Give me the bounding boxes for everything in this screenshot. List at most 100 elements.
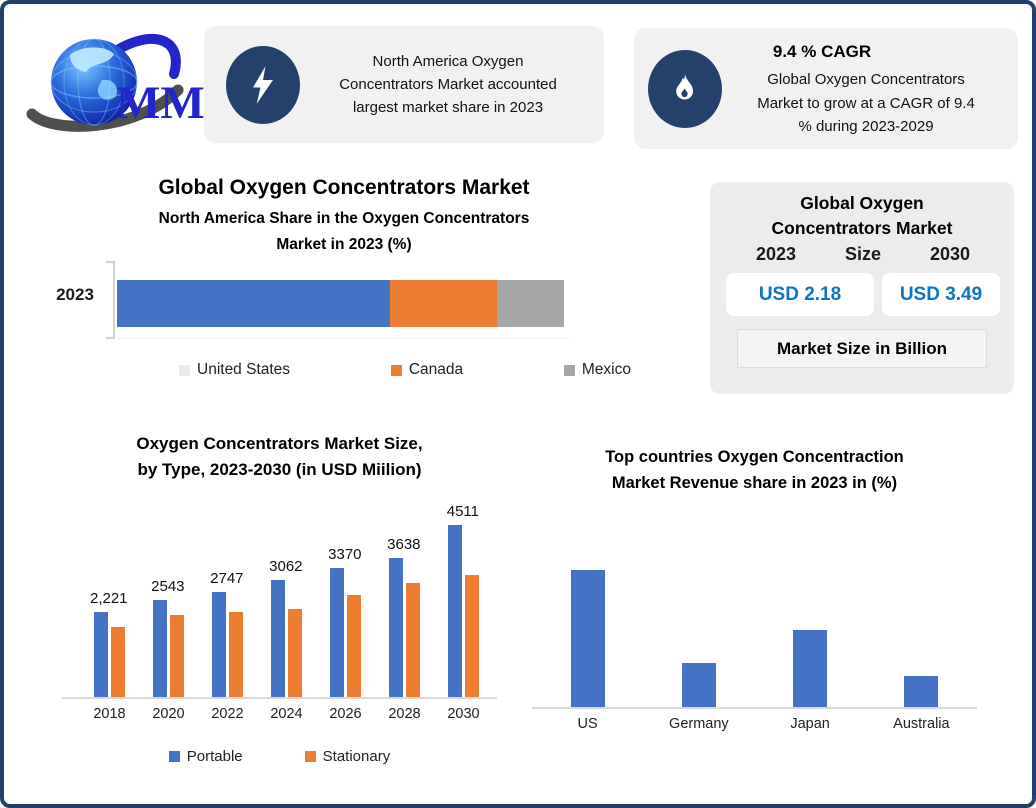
x-tick-japan: Japan bbox=[790, 715, 830, 732]
legend-swatch-mexico bbox=[563, 364, 575, 376]
type-chart-title: Oxygen Concentrators Market Size, by Typ… bbox=[62, 431, 497, 484]
x-tick-germany: Germany bbox=[669, 715, 729, 732]
country-bar-us bbox=[570, 570, 605, 707]
na-share-chart-title: North America Share in the Oxygen Concen… bbox=[89, 206, 599, 257]
stacked-bar bbox=[117, 280, 564, 328]
chart-title-line: by Type, 2023-2030 (in USD Miilion) bbox=[137, 460, 422, 480]
x-tick-2026: 2026 bbox=[329, 705, 362, 722]
na-share-plot: 2023 bbox=[44, 261, 644, 341]
bar-column-australia bbox=[866, 557, 977, 707]
segment-united-states bbox=[117, 280, 390, 328]
page-title: Global Oxygen Concentrators Market bbox=[158, 176, 530, 200]
legend-item-canada: Canada bbox=[390, 361, 464, 379]
stationary-bar-2020 bbox=[170, 614, 184, 697]
portable-bar-2022 bbox=[212, 592, 226, 697]
stationary-bar-2018 bbox=[111, 627, 125, 697]
legend-label: Portable bbox=[186, 747, 243, 765]
chart-title-line: North America Share in the Oxygen Concen… bbox=[158, 210, 530, 227]
bar-group-2026: 3370 bbox=[316, 500, 375, 697]
legend-item-portable: Portable bbox=[168, 747, 243, 765]
y-axis-line bbox=[106, 261, 115, 340]
x-tick-us: US bbox=[577, 715, 598, 732]
portable-bar-2026 bbox=[330, 568, 344, 697]
bar-column-japan bbox=[755, 557, 866, 707]
bar-group-2028: 3638 bbox=[375, 500, 434, 697]
legend-label: Stationary bbox=[322, 747, 391, 765]
na-share-legend: United States Canada Mexico bbox=[179, 361, 631, 379]
flame-icon bbox=[648, 49, 722, 128]
card-text-line: Concentrators Market accounted bbox=[339, 75, 557, 93]
type-chart-plot: 2,221 2543 2747 3062 3370 3638 4511 bbox=[62, 500, 497, 699]
x-tick-2028: 2028 bbox=[388, 705, 421, 722]
top-countries-chart: Top countries Oxygen Concentraction Mark… bbox=[532, 444, 977, 732]
legend-swatch-canada bbox=[390, 364, 402, 376]
x-tick-2022: 2022 bbox=[211, 705, 244, 722]
market-size-panel: Global Oxygen Concentrators Market 2023 … bbox=[710, 182, 1014, 394]
highlight-card-cagr: 9.4 % CAGR Global Oxygen Concentrators M… bbox=[634, 28, 1018, 149]
panel-values-row: USD 2.18 USD 3.49 bbox=[710, 265, 1014, 316]
country-bar-australia bbox=[904, 675, 939, 707]
type-chart-legend: Portable Stationary bbox=[62, 748, 497, 765]
highlight-card-cagr-text: 9.4 % CAGR Global Oxygen Concentrators M… bbox=[722, 39, 1018, 138]
data-label-2020: 2543 bbox=[151, 577, 185, 595]
card-text-line: largest market share in 2023 bbox=[352, 99, 544, 117]
segment-canada bbox=[389, 280, 497, 328]
data-label-2018: 2,221 bbox=[89, 590, 128, 608]
size-word-label: Size bbox=[844, 243, 882, 264]
country-bar-japan bbox=[793, 630, 828, 707]
lightning-icon bbox=[226, 45, 300, 124]
legend-label: United States bbox=[197, 361, 291, 379]
panel-title-line: Global Oxygen bbox=[800, 193, 924, 213]
x-tick-2018: 2018 bbox=[93, 705, 126, 722]
card-text-line: Global Oxygen Concentrators bbox=[767, 71, 965, 89]
panel-title-line: Concentrators Market bbox=[771, 218, 953, 239]
cagr-title: 9.4 % CAGR bbox=[772, 41, 872, 61]
na-share-chart: North America Share in the Oxygen Concen… bbox=[44, 206, 644, 379]
legend-label: Mexico bbox=[581, 361, 631, 379]
legend-swatch-united-states bbox=[179, 364, 190, 376]
country-chart-plot bbox=[532, 557, 977, 709]
card-text-line: % during 2023-2029 bbox=[798, 117, 934, 135]
mmr-logo-graphic: MMR bbox=[26, 33, 240, 132]
legend-swatch-portable bbox=[168, 750, 180, 762]
highlight-card-share-text: North America Oxygen Concentrators Marke… bbox=[300, 50, 604, 120]
stationary-bar-2028 bbox=[406, 583, 420, 697]
year-right-label: 2030 bbox=[929, 243, 970, 264]
legend-item-united-states: United States bbox=[179, 361, 290, 379]
chart-title-line: Market in 2023 (%) bbox=[276, 235, 412, 253]
category-label-2023: 2023 bbox=[56, 285, 94, 305]
bar-column-germany bbox=[643, 557, 754, 707]
bar-group-2022: 2747 bbox=[198, 500, 257, 697]
portable-bar-2024 bbox=[271, 580, 285, 697]
portable-bar-2020 bbox=[153, 599, 167, 697]
country-bar-germany bbox=[681, 663, 716, 707]
stationary-bar-2022 bbox=[229, 611, 243, 697]
type-market-size-chart: Oxygen Concentrators Market Size, by Typ… bbox=[62, 431, 497, 765]
chart-title-line: Oxygen Concentrators Market Size, bbox=[136, 434, 423, 453]
year-left-label: 2023 bbox=[756, 243, 797, 264]
gridline bbox=[117, 338, 569, 340]
country-chart-title: Top countries Oxygen Concentraction Mark… bbox=[532, 444, 977, 497]
bar-group-2020: 2543 bbox=[139, 500, 198, 697]
stationary-bar-2026 bbox=[347, 595, 361, 697]
bar-group-2024: 3062 bbox=[257, 500, 316, 697]
legend-label: Canada bbox=[408, 361, 464, 379]
card-text-line: Market to grow at a CAGR of 9.4 bbox=[757, 94, 975, 112]
portable-bar-2028 bbox=[389, 558, 403, 697]
data-label-2030: 4511 bbox=[446, 502, 479, 520]
legend-item-mexico: Mexico bbox=[563, 361, 631, 379]
legend-swatch-stationary bbox=[304, 750, 316, 762]
data-label-2026: 3370 bbox=[328, 546, 362, 564]
x-tick-2020: 2020 bbox=[152, 705, 185, 722]
x-tick-2024: 2024 bbox=[270, 705, 303, 722]
market-size-2023-value: USD 2.18 bbox=[726, 272, 874, 316]
x-tick-australia: Australia bbox=[893, 715, 950, 732]
market-size-2030-value: USD 3.49 bbox=[882, 272, 1000, 316]
data-label-2022: 2747 bbox=[210, 570, 244, 588]
legend-item-stationary: Stationary bbox=[304, 747, 391, 765]
panel-years-row: 2023 Size 2030 bbox=[710, 242, 1014, 265]
chart-title-line: Top countries Oxygen Concentraction bbox=[605, 448, 904, 466]
portable-bar-2018 bbox=[94, 612, 108, 697]
chart-title-line: Market Revenue share in 2023 in (%) bbox=[611, 474, 898, 493]
